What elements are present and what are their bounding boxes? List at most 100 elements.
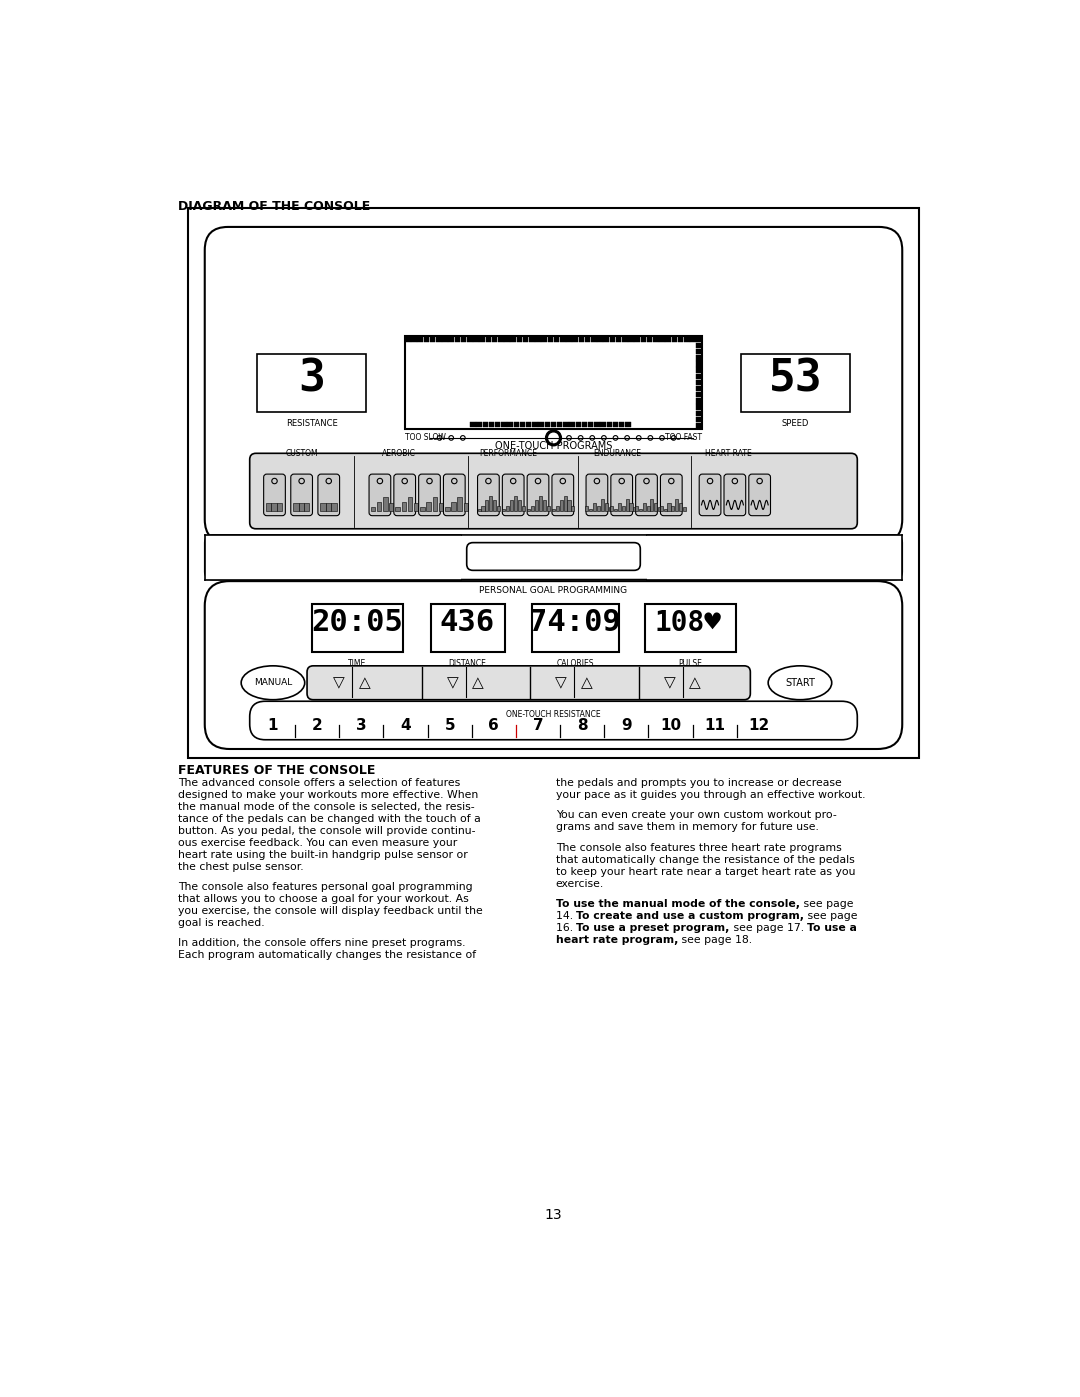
- FancyBboxPatch shape: [636, 474, 658, 515]
- FancyBboxPatch shape: [502, 474, 524, 515]
- Text: SPEED: SPEED: [782, 419, 809, 429]
- Bar: [590, 509, 592, 511]
- Bar: [395, 507, 400, 511]
- Bar: [697, 349, 702, 355]
- Bar: [293, 503, 298, 511]
- FancyBboxPatch shape: [318, 474, 339, 515]
- Text: 436: 436: [440, 608, 495, 637]
- Text: ▽: ▽: [447, 675, 459, 690]
- Bar: [588, 422, 593, 427]
- Bar: [467, 337, 473, 342]
- Bar: [507, 506, 510, 511]
- Text: 74:09: 74:09: [529, 608, 621, 637]
- Text: MANUAL: MANUAL: [254, 679, 292, 687]
- Bar: [552, 509, 555, 511]
- FancyBboxPatch shape: [249, 701, 858, 740]
- Bar: [665, 337, 671, 342]
- FancyBboxPatch shape: [699, 474, 721, 515]
- Bar: [486, 337, 491, 342]
- Bar: [408, 497, 413, 511]
- Text: 9: 9: [621, 718, 632, 733]
- Text: AEROBIC: AEROBIC: [381, 448, 416, 458]
- Text: 4: 4: [401, 718, 410, 733]
- Bar: [635, 507, 638, 511]
- Text: RESISTANCE: RESISTANCE: [286, 419, 338, 429]
- Text: 7: 7: [532, 718, 543, 733]
- Bar: [672, 507, 674, 511]
- Bar: [561, 337, 566, 342]
- Bar: [494, 500, 496, 511]
- Text: 13: 13: [544, 1208, 563, 1222]
- Bar: [495, 422, 500, 427]
- FancyBboxPatch shape: [369, 474, 391, 515]
- Bar: [514, 422, 519, 427]
- Text: HEART RATE: HEART RATE: [705, 448, 752, 458]
- Text: 5: 5: [444, 718, 455, 733]
- Bar: [276, 503, 282, 511]
- FancyBboxPatch shape: [307, 666, 751, 700]
- Text: Each program automatically changes the resistance of: Each program automatically changes the r…: [177, 950, 476, 960]
- FancyBboxPatch shape: [444, 474, 465, 515]
- Bar: [569, 422, 575, 427]
- FancyBboxPatch shape: [249, 453, 858, 529]
- Bar: [618, 503, 621, 511]
- Bar: [690, 337, 696, 342]
- Bar: [463, 503, 469, 511]
- Bar: [605, 503, 608, 511]
- Bar: [659, 337, 664, 342]
- Bar: [593, 503, 596, 511]
- Text: see page: see page: [805, 911, 858, 921]
- Bar: [431, 605, 504, 652]
- Bar: [536, 337, 541, 342]
- Bar: [625, 422, 631, 427]
- Text: designed to make your workouts more effective. When: designed to make your workouts more effe…: [177, 791, 477, 800]
- Bar: [650, 499, 653, 511]
- Bar: [542, 500, 545, 511]
- Bar: [557, 422, 563, 427]
- Bar: [697, 373, 702, 379]
- Text: The advanced console offers a selection of features: The advanced console offers a selection …: [177, 778, 460, 788]
- Text: ONE-TOUCH RESISTANCE: ONE-TOUCH RESISTANCE: [507, 711, 600, 719]
- Bar: [679, 503, 683, 511]
- Bar: [546, 506, 550, 511]
- Text: 10: 10: [660, 718, 681, 733]
- Bar: [411, 337, 417, 342]
- FancyBboxPatch shape: [527, 474, 549, 515]
- Bar: [582, 422, 588, 427]
- Bar: [672, 337, 677, 342]
- Bar: [607, 422, 612, 427]
- Text: START: START: [785, 678, 815, 687]
- Text: button. As you pedal, the console will provide continu-: button. As you pedal, the console will p…: [177, 826, 475, 835]
- Bar: [556, 506, 559, 511]
- FancyBboxPatch shape: [586, 474, 608, 515]
- Bar: [622, 337, 627, 342]
- Text: you exercise, the console will display feedback until the: you exercise, the console will display f…: [177, 907, 483, 916]
- Text: to keep your heart rate near a target heart rate as you: to keep your heart rate near a target he…: [556, 866, 855, 876]
- Bar: [531, 506, 535, 511]
- Text: 12: 12: [748, 718, 769, 733]
- Bar: [522, 506, 525, 511]
- Text: heart rate program,: heart rate program,: [556, 935, 678, 944]
- Bar: [511, 337, 516, 342]
- Bar: [430, 337, 435, 342]
- Text: PERFORMANCE: PERFORMANCE: [480, 448, 538, 458]
- Bar: [402, 502, 406, 511]
- Bar: [482, 506, 485, 511]
- Text: TOO SLOW: TOO SLOW: [405, 433, 446, 443]
- Text: tance of the pedals can be changed with the touch of a: tance of the pedals can be changed with …: [177, 814, 481, 824]
- Bar: [697, 404, 702, 409]
- Bar: [489, 422, 495, 427]
- FancyBboxPatch shape: [477, 474, 499, 515]
- Bar: [663, 509, 666, 511]
- Bar: [502, 509, 505, 511]
- Bar: [678, 337, 684, 342]
- Bar: [640, 337, 646, 342]
- Text: To create and use a custom program,: To create and use a custom program,: [577, 911, 805, 921]
- Bar: [519, 422, 525, 427]
- Bar: [504, 337, 510, 342]
- Text: You can even create your own custom workout pro-: You can even create your own custom work…: [556, 810, 837, 820]
- Text: 108♥: 108♥: [654, 609, 721, 637]
- Bar: [566, 337, 571, 342]
- Text: △: △: [581, 675, 593, 690]
- Bar: [420, 507, 424, 511]
